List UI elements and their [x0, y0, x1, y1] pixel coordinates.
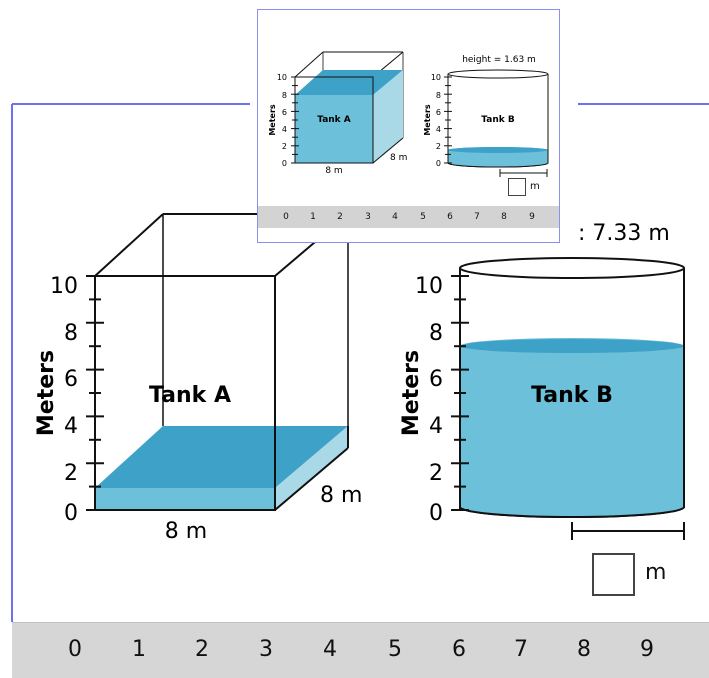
- mini-answer-input-box[interactable]: [508, 178, 526, 196]
- mini-number-keypad: 0 1 2 3 4 5 6 7 8 9: [258, 206, 559, 228]
- mini-key-6[interactable]: 6: [447, 212, 453, 222]
- mini-tank-a-tick-4: 4: [282, 125, 287, 134]
- tank-b-rim: [459, 257, 685, 279]
- key-1[interactable]: 1: [132, 637, 146, 662]
- key-4[interactable]: 4: [323, 637, 337, 662]
- mini-tank-b-tick-10: 10: [431, 73, 441, 82]
- number-keypad: 0 1 2 3 4 5 6 7 8 9: [12, 622, 709, 678]
- mini-tank-b-tick-6: 6: [436, 108, 441, 117]
- tank-b-label: Tank B: [531, 383, 613, 408]
- tank-a-width-label: 8 m: [165, 519, 207, 544]
- tank-a-water-side: [275, 426, 348, 510]
- mini-key-2[interactable]: 2: [337, 212, 343, 222]
- mini-tank-a-water-surface: [295, 70, 403, 95]
- mini-key-4[interactable]: 4: [392, 212, 398, 222]
- key-7[interactable]: 7: [514, 637, 528, 662]
- tank-a-axis-title: Meters: [34, 350, 59, 436]
- key-5[interactable]: 5: [388, 637, 402, 662]
- key-9[interactable]: 9: [640, 637, 654, 662]
- mini-tank-b-axis-title: Meters: [423, 104, 432, 136]
- tank-b-water: [460, 338, 684, 517]
- mini-tank-a-width-label: 8 m: [325, 166, 342, 176]
- mini-tank-b-water-surface: [448, 147, 548, 153]
- mini-key-5[interactable]: 5: [420, 212, 426, 222]
- mini-tank-b-tick-0: 0: [436, 159, 441, 168]
- tank-b-tick-8: 8: [429, 321, 443, 346]
- tank-b-axis-title: Meters: [399, 350, 424, 436]
- mini-key-7[interactable]: 7: [474, 212, 480, 222]
- key-0[interactable]: 0: [68, 637, 82, 662]
- key-6[interactable]: 6: [452, 637, 466, 662]
- mini-tank-a: Tank A 8 m 8 m Meters 10 8 6 4 2 0: [268, 51, 407, 176]
- key-8[interactable]: 8: [577, 637, 591, 662]
- tank-b-tick-10: 10: [415, 274, 443, 299]
- mini-tank-b-tick-2: 2: [436, 142, 441, 151]
- mini-tank-a-top-left: [294, 51, 324, 78]
- mini-tank-a-tick-8: 8: [282, 91, 287, 100]
- tank-a-tick-0: 0: [64, 501, 78, 526]
- mini-key-0[interactable]: 0: [283, 212, 289, 222]
- tank-a-tick-6: 6: [64, 367, 78, 392]
- answer-input-box[interactable]: [592, 553, 635, 596]
- mini-tank-b-height-label: height = 1.63 m: [462, 55, 536, 65]
- thumbnail-scene: Tank A 8 m 8 m Meters 10 8 6 4 2 0 heigh…: [268, 51, 549, 177]
- mini-tank-b-outline: [447, 74, 549, 168]
- answer-unit-label: m: [645, 560, 667, 585]
- mini-tank-a-tick-2: 2: [282, 142, 287, 151]
- mini-axis-ticks: [291, 76, 452, 164]
- mini-tank-a-tick-10: 10: [277, 73, 287, 82]
- mini-tank-b-label: Tank B: [481, 115, 515, 125]
- mini-tank-b-rim: [447, 69, 549, 79]
- mini-answer-unit-label: m: [530, 181, 540, 192]
- key-2[interactable]: 2: [195, 637, 209, 662]
- tank-a-top-left-edge: [94, 213, 164, 277]
- tank-a-axis-ticks: [86, 275, 104, 511]
- key-3[interactable]: 3: [259, 637, 273, 662]
- tank-b-axis-ticks: [451, 275, 469, 511]
- tank-b-outline: [459, 268, 685, 518]
- mini-tank-b-tick-8: 8: [436, 91, 441, 100]
- tank-a-tick-8: 8: [64, 321, 78, 346]
- mini-tank-a-label: Tank A: [317, 115, 351, 125]
- tank-a-tick-2: 2: [64, 461, 78, 486]
- tank-b-tick-2: 2: [429, 461, 443, 486]
- mini-tank-a-tick-6: 6: [282, 108, 287, 117]
- tank-a-depth-label: 8 m: [320, 483, 362, 508]
- tank-b: Tank B : 7.33 m: [459, 221, 685, 518]
- mini-tank-a-bottom-right: [372, 137, 404, 164]
- tank-a-water-front: [95, 488, 275, 510]
- mini-tank-a-depth-label: 8 m: [390, 153, 407, 163]
- tank-a-bottom-right-edge: [274, 447, 349, 511]
- mini-key-3[interactable]: 3: [365, 212, 371, 222]
- tank-a: Tank A 8 m 8 m: [94, 213, 362, 544]
- tank-a-water-surface: [95, 426, 348, 488]
- mini-key-9[interactable]: 9: [529, 212, 535, 222]
- tank-b-diameter-marker: [571, 522, 685, 540]
- tank-a-axis: Meters 10 8 6 4 2 0: [34, 274, 104, 526]
- tank-b-water-surface: [460, 339, 684, 353]
- tank-a-label: Tank A: [149, 383, 231, 408]
- mini-tank-b-tick-4: 4: [436, 125, 441, 134]
- tank-a-tick-4: 4: [64, 414, 78, 439]
- tank-b-tick-6: 6: [429, 367, 443, 392]
- mini-tank-a-water-side: [373, 70, 403, 163]
- thumbnail-preview[interactable]: Tank A 8 m 8 m Meters 10 8 6 4 2 0 heigh…: [257, 9, 560, 243]
- mini-tank-a-axis-title: Meters: [268, 104, 277, 136]
- tank-b-tick-4: 4: [429, 414, 443, 439]
- mini-tank-a-water-front: [295, 95, 373, 163]
- mini-key-8[interactable]: 8: [501, 212, 507, 222]
- tank-b-height-label: : 7.33 m: [578, 221, 670, 246]
- tank-b-axis: Meters 10 8 6 4 2 0: [399, 274, 469, 526]
- mini-tank-a-tick-0: 0: [282, 159, 287, 168]
- mini-tank-b: height = 1.63 m Tank B Meters 10 8 6 4 2…: [423, 55, 549, 177]
- tank-b-tick-0: 0: [429, 501, 443, 526]
- mini-key-1[interactable]: 1: [310, 212, 316, 222]
- tank-a-tick-10: 10: [50, 274, 78, 299]
